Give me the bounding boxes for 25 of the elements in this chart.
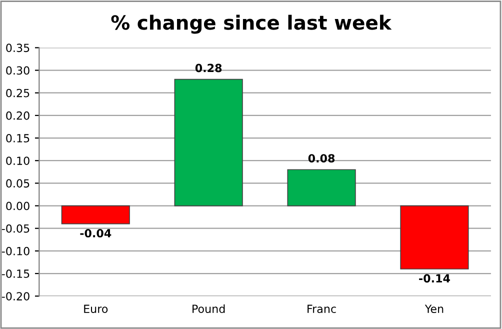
bar: [174, 78, 243, 206]
data-label: 0.08: [308, 154, 335, 163]
x-tick-label: Euro: [84, 304, 108, 314]
x-tick-label: Franc: [308, 304, 336, 314]
y-tick-label: -0.10: [2, 246, 30, 256]
y-tick-label: -0.20: [2, 292, 30, 300]
y-tick-label: 0.05: [6, 179, 30, 188]
y-tick-label: -0.05: [2, 224, 30, 233]
data-label: 0.28: [195, 64, 222, 72]
chart-title: % change since last week: [111, 14, 392, 34]
y-tick-label: 0.00: [6, 202, 30, 210]
y-tick-label: 0.35: [6, 44, 30, 52]
y-tick-label: 0.10: [6, 156, 30, 165]
bar: [400, 205, 469, 270]
y-tick-label: 0.25: [6, 88, 30, 98]
bar: [287, 169, 356, 206]
data-label: -0.04: [80, 229, 112, 238]
y-tick-label: 0.30: [6, 66, 30, 75]
x-tick-label: Pound: [192, 304, 225, 314]
bar: [61, 205, 130, 224]
y-tick-label: 0.20: [6, 111, 30, 120]
x-tick-label: Yen: [424, 304, 444, 314]
y-tick-label: -0.15: [2, 269, 30, 278]
data-label: -0.14: [419, 274, 450, 283]
y-tick-label: 0.15: [6, 134, 30, 142]
